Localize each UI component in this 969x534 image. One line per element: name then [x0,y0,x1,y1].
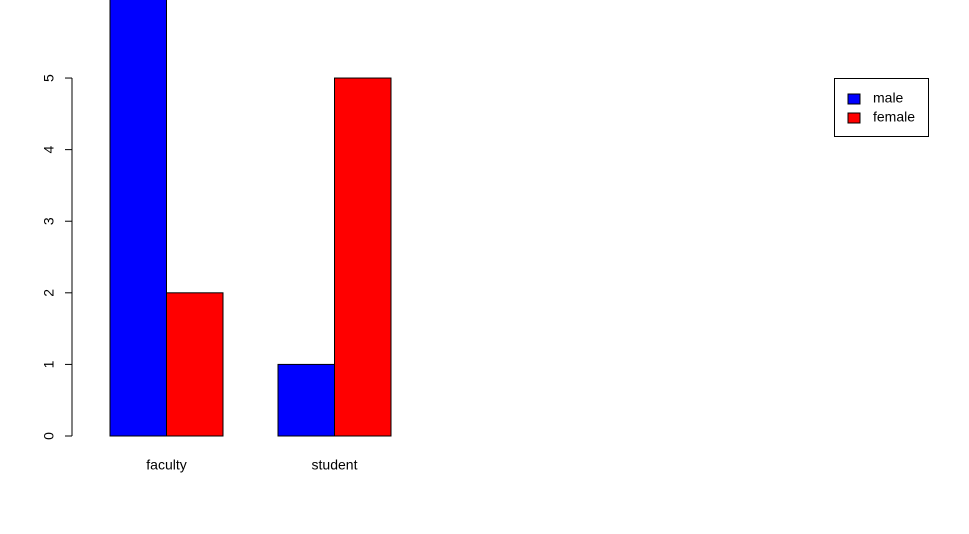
bar [166,292,224,437]
legend-label: female [873,109,915,125]
bar [109,0,167,437]
y-tick-label: 4 [41,146,57,154]
legend-box [834,78,929,137]
y-tick-label: 0 [41,432,57,440]
y-tick-label: 2 [41,289,57,297]
legend-swatch [847,93,861,105]
x-tick-label: faculty [146,457,186,473]
y-tick-label: 1 [41,360,57,368]
legend-label: male [873,90,904,106]
bar [277,363,335,437]
legend-swatch [847,112,861,124]
x-tick-label: student [312,457,358,473]
bar [334,77,392,437]
y-tick-label: 5 [41,74,57,82]
y-tick-label: 3 [41,217,57,225]
